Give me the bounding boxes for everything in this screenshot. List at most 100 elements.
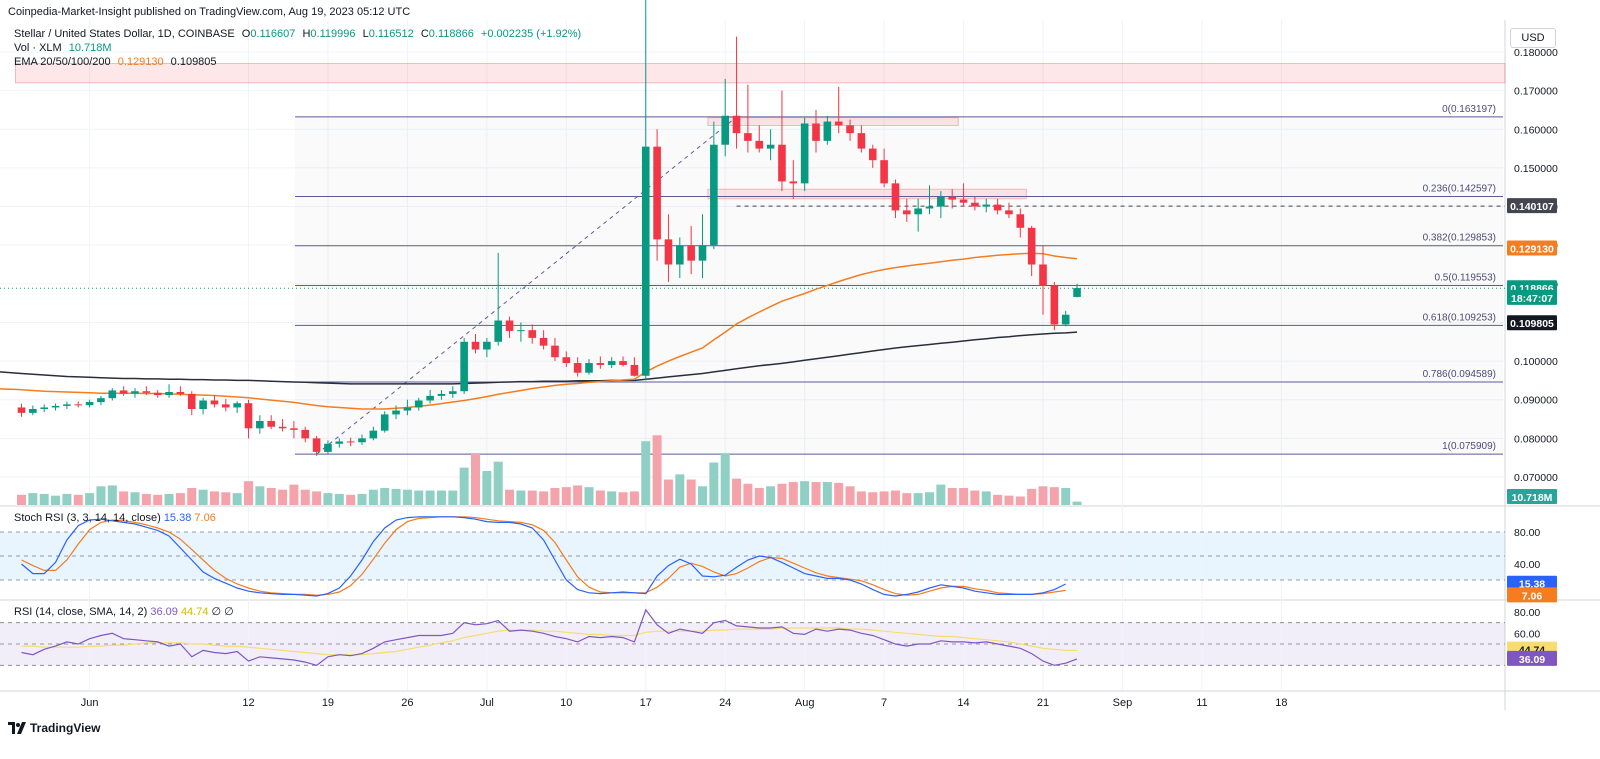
volume-bar <box>902 493 912 505</box>
candle-body <box>846 125 854 134</box>
candle-body <box>17 407 26 413</box>
volume-bar <box>96 486 106 505</box>
rsi-tick-label: 60.00 <box>1514 628 1540 640</box>
candle-body <box>812 123 820 141</box>
candle-body <box>698 245 707 261</box>
currency-button[interactable]: USD <box>1510 28 1556 48</box>
candle-body <box>687 245 695 261</box>
candle-body <box>403 407 412 411</box>
tradingview-logo[interactable]: TradingView <box>8 721 100 735</box>
volume-bar <box>595 490 605 505</box>
candle-body <box>460 341 468 392</box>
candle-body <box>1061 314 1070 325</box>
ema-200-line <box>0 371 22 375</box>
volume-bar <box>119 491 129 505</box>
volume-bar <box>312 491 322 505</box>
volume-bar <box>357 493 367 505</box>
volume-bar <box>107 485 117 505</box>
volume-bar <box>17 494 26 505</box>
rsi-line <box>21 608 1078 666</box>
time-tick-label: 24 <box>719 697 731 709</box>
volume-bar <box>334 493 344 505</box>
volume-bar <box>130 492 140 505</box>
volume-bar <box>1049 487 1059 505</box>
candle-body <box>596 363 605 365</box>
volume-bar <box>868 492 878 505</box>
volume-bar <box>732 478 742 505</box>
volume-bar <box>743 483 753 505</box>
fib-level-label: 1(0.075909) <box>1442 441 1496 452</box>
candle-body <box>108 390 117 399</box>
rsi-sma-value: 44.74 <box>180 606 209 618</box>
fib-level-label: 0.236(0.142597) <box>1423 184 1496 195</box>
rsi-value-tag: 36.09 <box>1519 654 1545 666</box>
ema-value-2: 0.109805 <box>170 56 217 68</box>
volume-bar <box>198 489 208 505</box>
volume-bar <box>482 471 492 505</box>
volume-bar <box>879 491 889 505</box>
price-tag: 18:47:07 <box>1511 293 1553 305</box>
candle-body <box>607 361 616 365</box>
zone-layer <box>15 63 1506 200</box>
price-axis[interactable]: 0.1800000.1700000.1600000.1500000.140000… <box>1507 47 1558 666</box>
volume-bar <box>51 495 61 505</box>
candle-body <box>199 400 207 409</box>
stoch-k-value: 15.38 <box>163 512 192 524</box>
high-label: H <box>302 28 311 40</box>
candle-body <box>1016 214 1025 228</box>
price-tick-label: 0.180000 <box>1514 47 1558 59</box>
volume-bar <box>550 488 560 505</box>
volume-bar <box>1015 496 1025 505</box>
volume-label[interactable]: Vol · XLM <box>14 42 62 54</box>
candle-body <box>528 330 537 338</box>
low-value: 0.116512 <box>368 28 414 40</box>
symbol-title[interactable]: Stellar / United States Dollar, 1D, COIN… <box>14 28 235 40</box>
time-axis[interactable]: Jun 12 19 26 Jul 10 17 24 Aug 7 14 21 Sep 11 18 <box>81 697 1288 709</box>
volume-bar <box>777 483 787 505</box>
volume-bar <box>993 494 1003 505</box>
volume-bar <box>255 486 265 505</box>
volume-bar <box>607 491 617 505</box>
rsi-label[interactable]: RSI (14, close, SMA, 14, 2) <box>14 606 148 618</box>
volume-bar <box>675 474 685 505</box>
time-tick-label: 19 <box>322 697 334 709</box>
time-tick-label: Sep <box>1113 697 1133 709</box>
volume-bar <box>402 489 412 505</box>
candle-body <box>471 341 480 350</box>
stoch-legend: Stoch RSI (3, 3, 14, 14, close) 15.38 7.… <box>14 512 216 524</box>
candle-body <box>744 133 752 141</box>
candle-body <box>517 330 525 332</box>
ema-50-line <box>21 252 1078 410</box>
rsi-extra: ∅ ∅ <box>211 606 234 618</box>
candle-body <box>971 202 979 207</box>
fib-level-label: 0.382(0.129853) <box>1423 233 1496 244</box>
volume-bar <box>527 490 537 505</box>
candle-body <box>959 199 968 203</box>
candle-body <box>505 320 514 331</box>
candle-body <box>834 121 843 126</box>
volume-bar <box>890 490 900 505</box>
volume-bar <box>856 491 866 505</box>
volume-bar <box>663 479 673 505</box>
candle-body <box>800 123 809 184</box>
price-tag: 0.140107 <box>1510 201 1554 213</box>
volume-bar <box>221 492 231 505</box>
candle-body <box>1039 264 1047 286</box>
time-tick-label: 18 <box>1275 697 1287 709</box>
supply-zone <box>707 188 1027 200</box>
volume-bar <box>947 488 957 505</box>
stoch-label[interactable]: Stoch RSI (3, 3, 14, 14, close) <box>14 512 161 524</box>
volume-bar <box>754 488 764 505</box>
volume-bar <box>913 493 923 505</box>
candle-body <box>789 181 798 184</box>
ema-200-line <box>21 331 1078 385</box>
candle-body <box>63 404 71 406</box>
candle-body <box>290 428 298 430</box>
ema-label[interactable]: EMA 20/50/100/200 <box>14 56 111 68</box>
candle-body <box>301 429 310 439</box>
candle-body <box>891 183 900 211</box>
volume-bar <box>459 467 469 505</box>
candle-body <box>29 409 37 413</box>
